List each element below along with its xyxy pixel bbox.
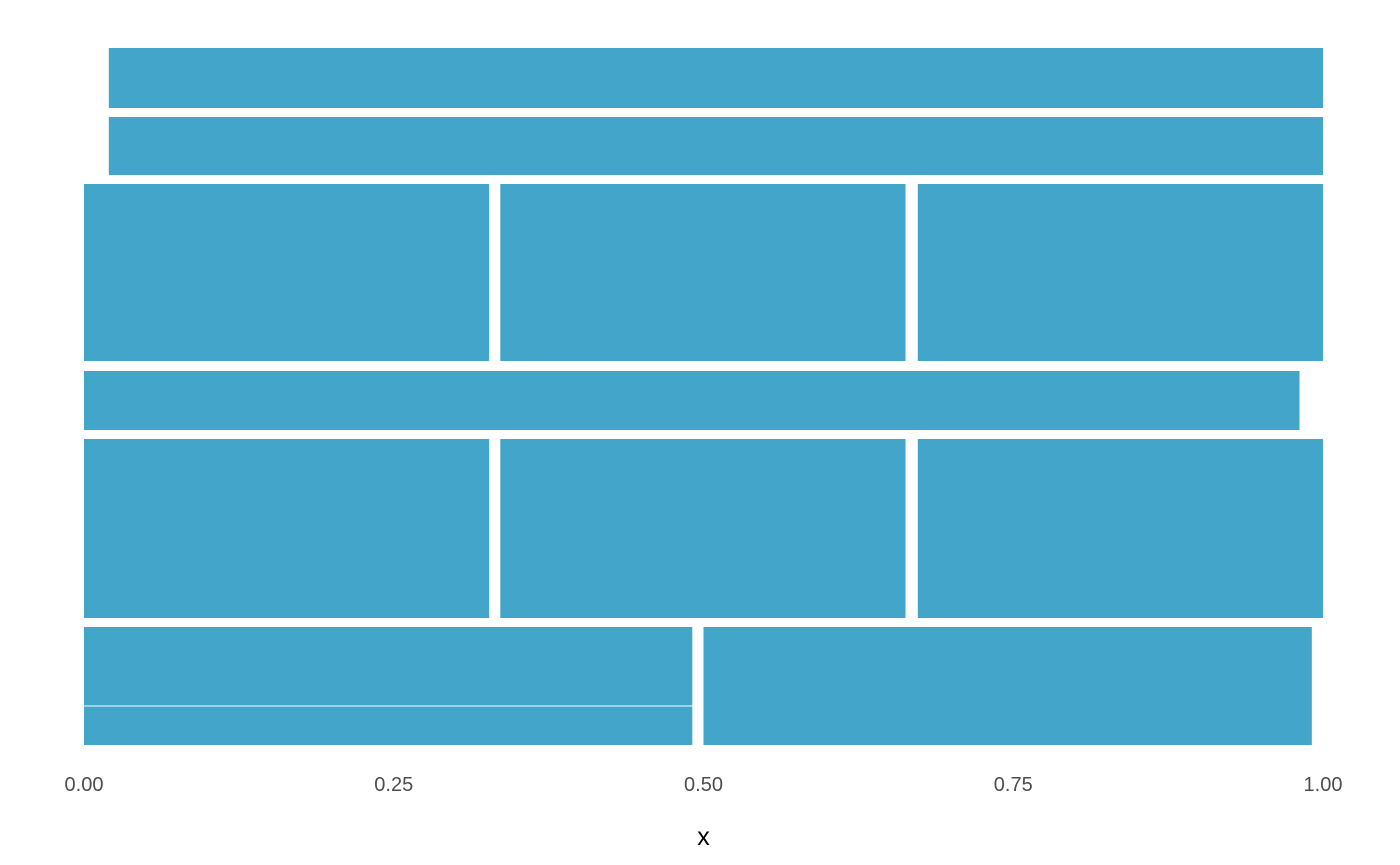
mosaic-tile-r3-c2 [500,184,906,361]
mosaic-tile-r1-c1 [108,48,1323,108]
mosaic-tile-r6-c2 [703,627,1312,745]
x-tick-label: 0.75 [994,774,1033,796]
mosaic-tile-r3-c1 [84,184,490,361]
mosaic-tile-r5-c1 [84,439,490,618]
mosaic-tile-r3-c3 [917,184,1323,361]
x-tick-label: 1.00 [1304,774,1343,796]
x-axis-title: x [697,823,710,851]
mosaic-tile-r4-c1 [84,371,1300,430]
x-tick-label: 0.50 [684,774,723,796]
x-tick-label: 0.25 [374,774,413,796]
mosaic-tile-r6-c1 [84,627,693,745]
x-tick-label: 0.00 [65,774,104,796]
mosaic-tile-r5-c2 [500,439,906,618]
mosaic-tile-r2-c1 [108,117,1323,175]
mosaic-tile-r5-c3 [917,439,1323,618]
x-axis-ticks: 0.00 0.25 0.50 0.75 1.00 [65,774,1343,796]
chart-tiles [84,48,1323,745]
